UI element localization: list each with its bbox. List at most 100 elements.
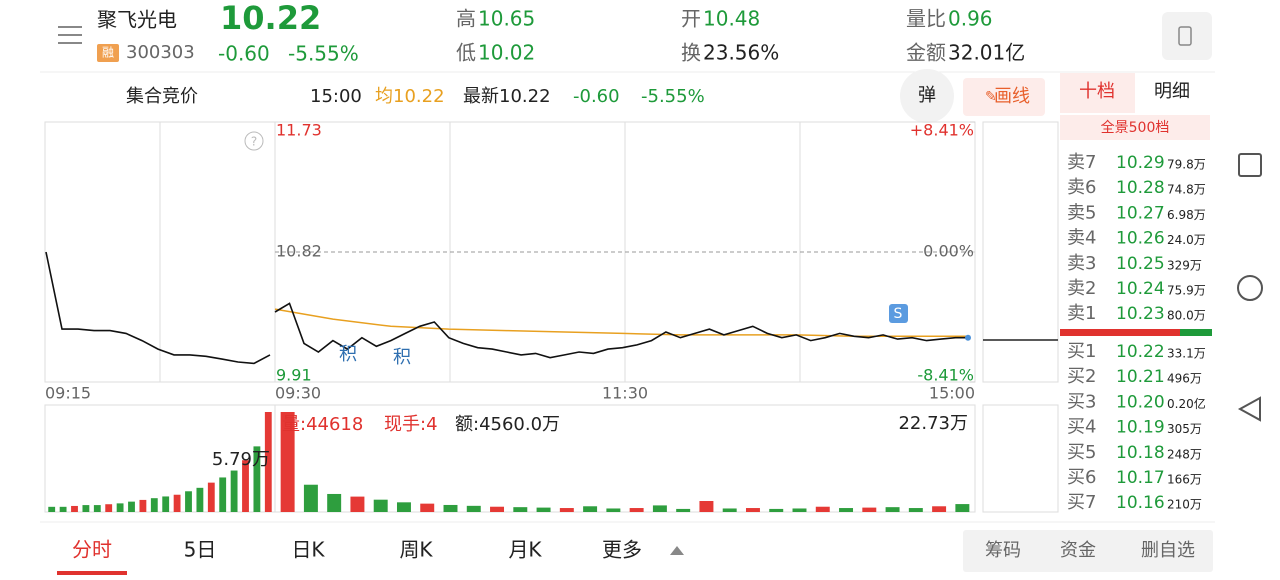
draw-button[interactable] [963,78,1045,116]
book-price: 10.29 [1116,153,1165,173]
book-volume: 166万 [1167,473,1202,487]
volume-bar [466,505,481,512]
book-label: 买7 [1067,492,1096,513]
book-price: 10.20 [1116,392,1165,412]
x-tick-label: 11:30 [602,384,648,403]
stat-label: 换 [681,41,701,65]
stat-value: 10.02 [478,41,535,65]
book-volume: 80.0万 [1167,309,1206,323]
volume-bar [373,499,388,512]
action-button[interactable]: 删自选 [1141,540,1195,561]
price: 10.22 [220,0,321,37]
help-icon[interactable] [244,131,264,151]
book-price: 10.17 [1116,468,1165,488]
stat-value: 10.65 [478,7,535,31]
book-price: 10.24 [1116,279,1165,299]
book-volume: 24.0万 [1167,233,1206,247]
ratio-bar-buy [1180,329,1212,336]
book-volume: 496万 [1167,372,1202,386]
volume-bar [253,446,261,512]
tab[interactable]: 5日 [184,538,217,562]
volume-bar [207,482,215,512]
price-line [274,302,970,359]
depth-label[interactable]: 全景500档 [1101,119,1170,136]
book-price: 10.25 [1116,254,1165,274]
tag-badge [97,44,119,62]
volume-bar [128,501,135,512]
y2-tick-label: -8.41% [917,366,974,385]
volume-bar [583,506,598,512]
volume-bar [815,506,830,512]
auction-volume-max: 5.79万 [212,449,270,470]
x-tick-label: 09:15 [45,384,91,403]
volume-bar [955,504,970,512]
volume-bar [839,508,854,512]
book-price: 10.26 [1116,229,1165,249]
back-button[interactable] [1237,396,1261,422]
volume-bar [264,412,272,512]
x-tick-label: 09:30 [275,384,321,403]
chart-frame [44,121,1059,513]
recent-button[interactable] [1238,153,1262,177]
info-latest: 最新10.22 [463,86,551,107]
pen-icon: ✎ [985,89,997,105]
button-bar [963,530,1213,572]
book-volume: 248万 [1167,447,1202,461]
book-tab[interactable]: 十档 [1079,81,1115,102]
change-pct: -5.55% [288,42,359,66]
book-volume: 75.9万 [1167,284,1206,298]
price-line [45,251,271,365]
book-volume: 210万 [1167,498,1202,512]
menu-icon[interactable] [58,26,82,44]
book-label: 买2 [1067,366,1096,387]
volume-bar [769,508,784,512]
volume-bar [48,506,56,512]
annotation: 积 [339,344,357,365]
volume-bar [139,499,147,512]
book-price: 10.28 [1116,178,1165,198]
volume-max: 22.73万 [898,413,968,434]
book-volume: 79.8万 [1167,158,1206,172]
depth-bg [1060,115,1210,140]
stat-label: 低 [456,41,476,65]
volume-bar [559,508,574,512]
y-tick-label: 9.91 [276,366,312,385]
popup-button[interactable] [900,69,954,123]
tab[interactable]: 日K [291,538,325,562]
tab[interactable]: 周K [399,538,433,562]
book-volume: 33.1万 [1167,347,1206,361]
book-tab[interactable]: 明细 [1154,81,1190,102]
book-label: 卖2 [1067,278,1096,299]
volume-bar [699,501,714,512]
info-time: 15:00 [310,86,362,107]
volume-info: 额:4560.0万 [455,414,560,435]
volume-bar [173,494,181,512]
stat-label: 金额 [906,41,946,65]
book-label: 卖4 [1067,228,1096,249]
tab[interactable]: 月K [508,538,542,562]
volume-bar [885,507,900,512]
volume-bar [327,493,342,512]
volume-bar [792,508,807,512]
book-label: 买1 [1067,341,1096,362]
more-arrow [670,546,684,555]
home-button[interactable] [1237,275,1263,301]
volume-bar [536,507,551,512]
book-label: 卖7 [1067,152,1096,173]
info-avg: 均10.22 [375,86,445,107]
action-button[interactable]: 资金 [1060,540,1096,561]
volume-bar [745,508,760,512]
volume-bar [280,412,295,512]
book-label: 买6 [1067,467,1096,488]
device-button[interactable] [1162,12,1212,60]
stock-name: 聚飞光电 [97,8,177,32]
y2-tick-label: 0.00% [923,242,974,261]
volume-bar [59,506,67,512]
book-price: 10.23 [1116,304,1165,324]
volume-bar [150,498,158,512]
tab[interactable]: 分时 [72,538,112,562]
action-button[interactable]: 筹码 [985,540,1021,561]
x-tick-label: 15:00 [929,384,975,403]
tab[interactable]: 更多 [602,538,642,562]
volume-bar [490,506,505,512]
